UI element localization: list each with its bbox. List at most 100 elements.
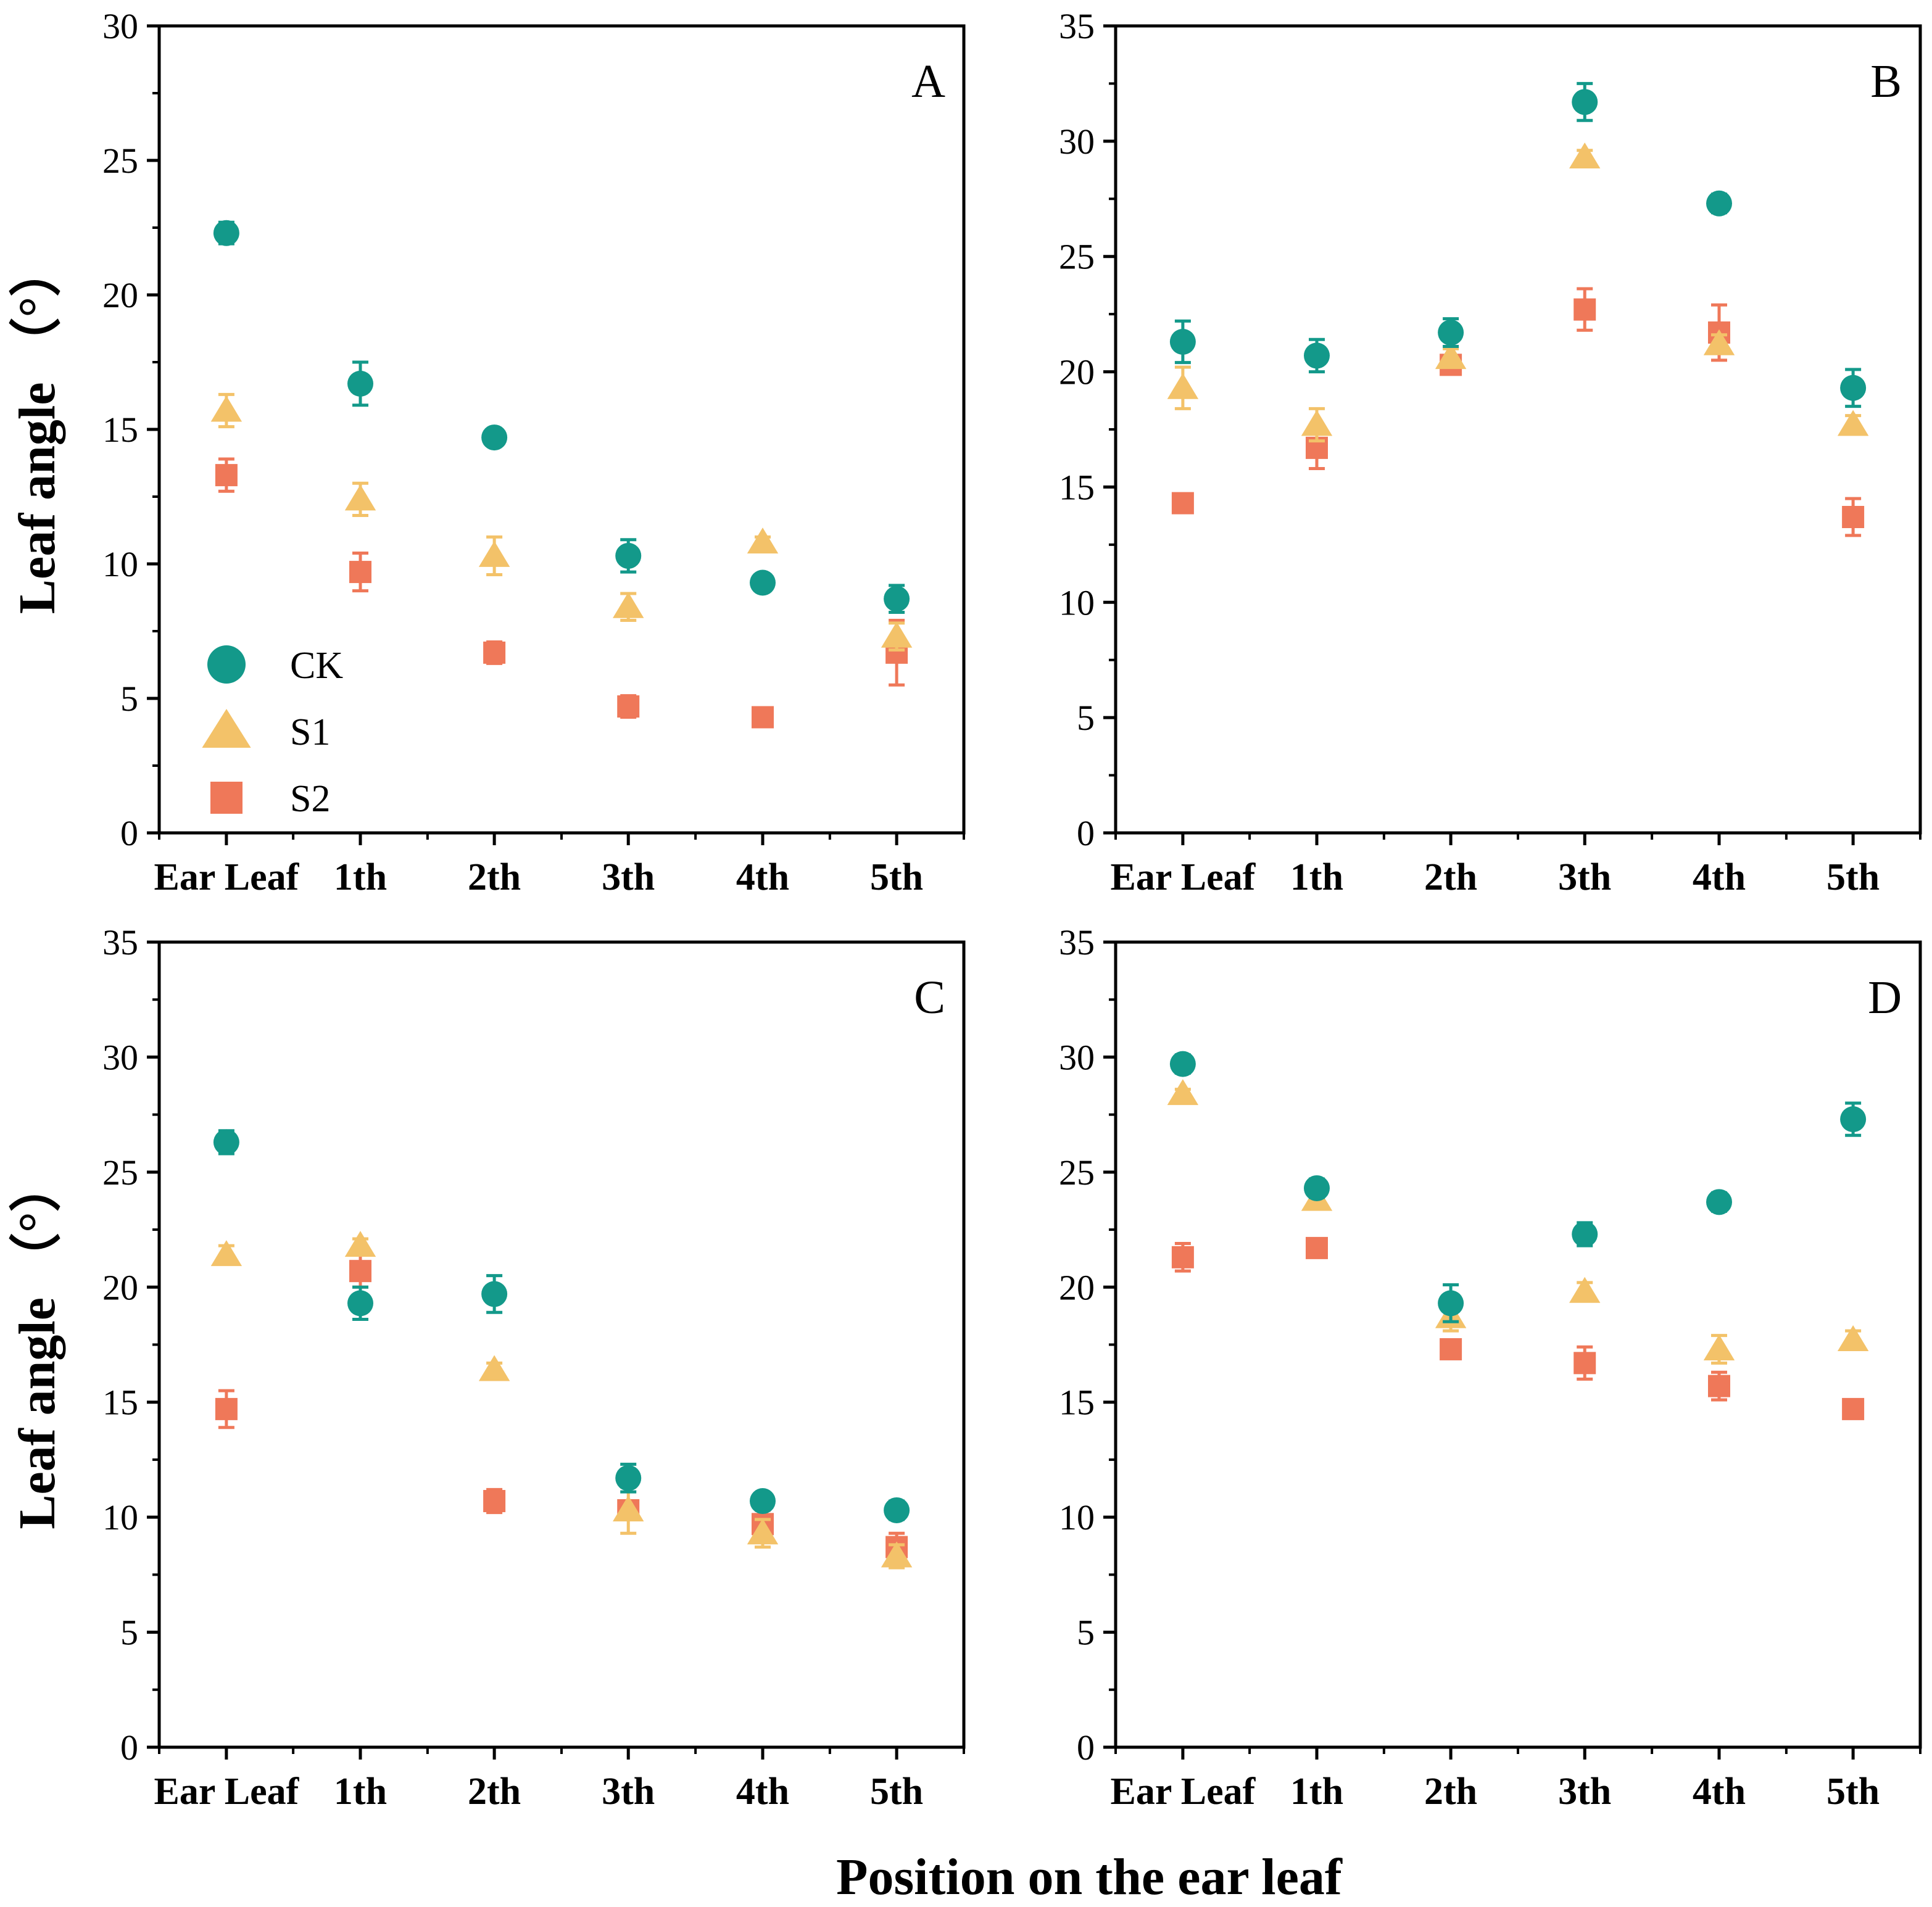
legend: CK S1 S2 (202, 645, 343, 820)
data-point-ck (1438, 320, 1464, 346)
y-tick-label: 0 (1077, 1727, 1095, 1768)
y-axis-title: Leaf angle （°） (9, 1160, 66, 1529)
y-tick-label: 30 (1059, 122, 1095, 162)
y-tick-label: 30 (102, 6, 138, 46)
x-tick-label: 5th (870, 1771, 923, 1813)
x-tick-label: Ear Leaf (154, 1771, 299, 1813)
x-tick-label: 3th (1558, 1771, 1611, 1813)
y-tick-label: 0 (120, 1727, 138, 1768)
data-point-ck (347, 1290, 373, 1317)
data-point-s2 (617, 695, 640, 718)
data-point-s2 (1306, 1236, 1328, 1259)
x-tick-label: 3th (602, 1771, 655, 1813)
y-tick-label: 35 (102, 922, 138, 962)
series-s1 (1167, 143, 1869, 443)
panel-letter: A (911, 56, 945, 107)
y-tick-label: 20 (1059, 1267, 1095, 1307)
data-point-s2 (1573, 1352, 1596, 1375)
x-tick-label: 4th (736, 856, 789, 898)
data-point-ck (750, 1488, 776, 1515)
y-tick-label: 15 (1059, 1383, 1095, 1423)
data-point-s1 (1569, 1276, 1601, 1303)
y-tick-label: 0 (120, 813, 138, 853)
x-tick-label: Ear Leaf (1110, 1771, 1256, 1813)
x-tick-label: 2th (468, 1771, 521, 1813)
data-point-s1 (1703, 329, 1735, 355)
x-tick-label: 3th (1558, 856, 1611, 898)
series-s2 (215, 457, 908, 729)
data-point-s1 (1837, 1325, 1869, 1352)
series-s1 (210, 392, 913, 652)
x-tick-label: 4th (1693, 1771, 1746, 1813)
data-point-s1 (747, 1518, 779, 1545)
y-tick-label: 10 (1059, 582, 1095, 623)
data-point-ck (1572, 1221, 1598, 1247)
legend-marker-ck (207, 645, 246, 684)
x-tick-label: 4th (1693, 856, 1746, 898)
y-tick-label: 10 (1059, 1497, 1095, 1537)
y-tick-label: 15 (102, 410, 138, 450)
data-point-s1 (210, 1240, 243, 1267)
x-tick-label: 2th (1424, 856, 1477, 898)
plot-frame (157, 940, 966, 1749)
data-point-ck (1304, 1175, 1330, 1201)
series-s2 (215, 1253, 908, 1563)
data-point-ck (347, 370, 373, 397)
panels-layer: 0 5 10 15 20 25 30 Ear Leaf 1th 2th 3th 4th 5th A Leaf… (9, 6, 1922, 1813)
series-ck (213, 220, 910, 614)
data-point-ck (1706, 190, 1732, 217)
data-point-ck (884, 585, 910, 612)
data-point-s1 (478, 1355, 510, 1381)
data-point-s2 (215, 1397, 238, 1420)
data-point-s1 (1301, 410, 1333, 436)
data-point-s1 (613, 592, 644, 618)
series-s1 (210, 1231, 913, 1570)
data-point-s2 (349, 1260, 371, 1283)
series-s2 (1171, 1236, 1865, 1420)
panel-d: 0 5 10 15 20 25 30 35 Ear Leaf 1th 2th 3th 4th 5th D (1059, 922, 1922, 1813)
data-point-s2 (483, 1490, 506, 1513)
data-point-s1 (1435, 343, 1467, 370)
y-tick-label: 35 (1059, 922, 1095, 962)
y-tick-label: 35 (1059, 6, 1095, 46)
data-point-s1 (1167, 373, 1199, 399)
x-tick-label: 2th (468, 856, 521, 898)
data-point-ck (884, 1497, 910, 1523)
data-point-ck (1169, 328, 1196, 355)
data-point-ck (481, 424, 508, 451)
data-point-s2 (483, 641, 506, 664)
data-point-s1 (881, 621, 913, 648)
data-point-s2 (1842, 1397, 1865, 1420)
x-tick-label: 1th (1290, 1771, 1343, 1813)
panel-b: 0 5 10 15 20 25 30 35 Ear Leaf 1th 2th 3th 4th 5th B (1059, 6, 1922, 898)
x-tick-label: 5th (870, 856, 923, 898)
panel-a: 0 5 10 15 20 25 30 Ear Leaf 1th 2th 3th 4th 5th A Leaf… (9, 6, 966, 898)
x-tick-label: 1th (334, 856, 387, 898)
data-point-ck (1572, 89, 1598, 115)
data-point-ck (615, 542, 642, 569)
y-tick-label: 5 (120, 1613, 138, 1653)
x-tick-label: 3th (602, 856, 655, 898)
x-tick-label: 1th (1290, 856, 1343, 898)
y-tick-label: 20 (1059, 352, 1095, 392)
data-point-s2 (752, 706, 774, 729)
x-tick-label: 5th (1826, 856, 1880, 898)
data-point-s2 (1171, 492, 1194, 515)
series-ck (1169, 81, 1867, 408)
y-tick-label: 5 (120, 679, 138, 719)
y-tick-label: 25 (1059, 237, 1095, 277)
x-tick-label: Ear Leaf (1110, 856, 1256, 898)
data-point-ck (1169, 1051, 1196, 1077)
data-point-s1 (1837, 410, 1869, 436)
data-point-s2 (1573, 298, 1596, 321)
y-tick-label: 15 (1059, 467, 1095, 507)
panel-letter: C (914, 972, 945, 1024)
y-tick-label: 10 (102, 1497, 138, 1537)
y-tick-label: 20 (102, 275, 138, 315)
legend-label-s2: S2 (290, 778, 330, 820)
y-tick-label: 0 (1077, 813, 1095, 853)
data-point-s1 (881, 1541, 913, 1568)
data-point-ck (1840, 1106, 1867, 1133)
panel-c: 0 5 10 15 20 25 30 35 Ear Leaf 1th 2th 3th 4th 5th C Le… (9, 922, 966, 1813)
